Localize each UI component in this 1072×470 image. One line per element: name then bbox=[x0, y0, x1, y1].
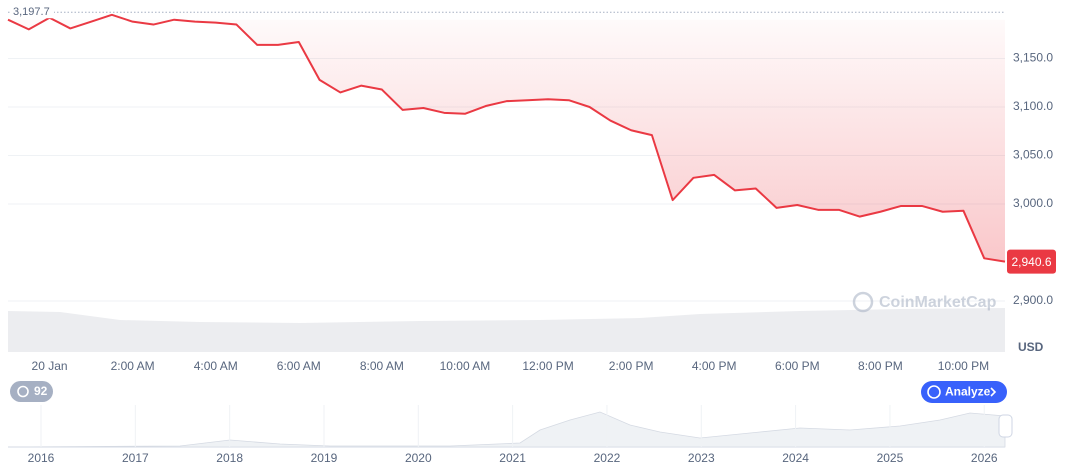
x-tick-label: 8:00 AM bbox=[360, 359, 404, 373]
x-tick-label: 10:00 AM bbox=[440, 359, 491, 373]
y-tick-label: 3,000.0 bbox=[1013, 196, 1053, 210]
navigator-handle[interactable] bbox=[998, 414, 1013, 438]
x-tick-label: 20 Jan bbox=[32, 359, 68, 373]
high-label: 3,197.7 bbox=[13, 6, 50, 18]
navigator-tick-label: 2020 bbox=[405, 451, 432, 465]
x-tick-label: 8:00 PM bbox=[858, 359, 903, 373]
badge[interactable]: 92 bbox=[10, 381, 53, 402]
y-tick-label: 3,150.0 bbox=[1013, 51, 1053, 65]
high-label-bg bbox=[10, 5, 54, 19]
x-tick-label: 6:00 PM bbox=[775, 359, 820, 373]
navigator-tick-label: 2022 bbox=[594, 451, 621, 465]
navigator-tick-label: 2019 bbox=[311, 451, 338, 465]
button-label[interactable]: Analyze bbox=[945, 385, 991, 399]
y-tick-label: 2,900.0 bbox=[1013, 293, 1053, 307]
analyze-button[interactable]: Analyze bbox=[921, 381, 1007, 403]
badge-count[interactable]: 92 bbox=[34, 384, 48, 398]
navigator-tick-label: 2023 bbox=[688, 451, 715, 465]
navigator-tick-label: 2016 bbox=[28, 451, 55, 465]
x-tick-label: 2:00 PM bbox=[609, 359, 654, 373]
y-tick-label: 3,100.0 bbox=[1013, 99, 1053, 113]
navigator-tick-label: 2021 bbox=[499, 451, 526, 465]
navigator: 2016 2017 2018 2019 2020 2021 2022 2023 2024 2025… bbox=[28, 405, 998, 465]
navigator-area bbox=[7, 411, 1006, 448]
x-tick-label: 4:00 PM bbox=[692, 359, 737, 373]
x-tick-label: 6:00 AM bbox=[277, 359, 321, 373]
last-price-label: 2,940.6 bbox=[1011, 255, 1051, 269]
currency-label: USD bbox=[1018, 340, 1044, 354]
navigator-tick-label: 2024 bbox=[782, 451, 809, 465]
navigator-tick-label: 2026 bbox=[971, 451, 998, 465]
navigator-tick-label: 2017 bbox=[122, 451, 149, 465]
line-fill bbox=[8, 14, 1005, 262]
watermark-text: CoinMarketCap bbox=[879, 294, 997, 311]
x-tick-label: 10:00 PM bbox=[938, 359, 989, 373]
x-tick-label: 12:00 PM bbox=[522, 359, 573, 373]
plot: 2,900.0 3,000.0 3,050.0 3,100.0 3,150.0 20 Ja… bbox=[7, 5, 1056, 373]
last-price-tag bbox=[1007, 249, 1056, 274]
x-tick-label: 4:00 AM bbox=[194, 359, 238, 373]
navigator-tick-label: 2025 bbox=[877, 451, 904, 465]
watermark: CoinMarketCap bbox=[852, 291, 997, 313]
navigator-tick-label: 2018 bbox=[216, 451, 243, 465]
y-tick-label: 3,050.0 bbox=[1013, 148, 1053, 162]
volume-area bbox=[8, 308, 1005, 352]
x-tick-label: 2:00 AM bbox=[111, 359, 155, 373]
price-line bbox=[7, 13, 1006, 263]
button-bg[interactable] bbox=[921, 381, 1007, 403]
